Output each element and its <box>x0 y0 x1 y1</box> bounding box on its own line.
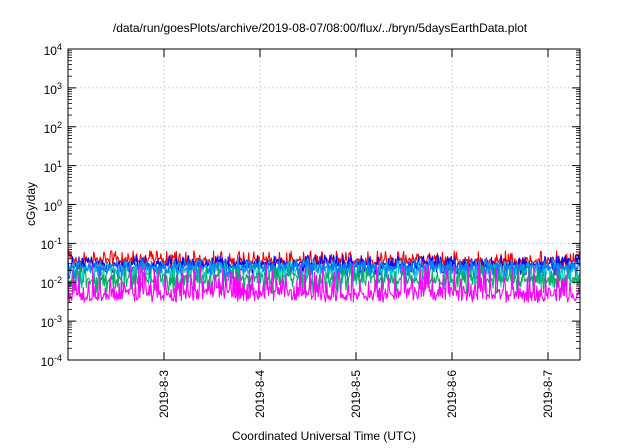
y-tick-label: 10-2 <box>40 275 62 292</box>
y-tick-label: 101 <box>43 158 62 175</box>
x-tick-label: 2019-8-6 <box>445 369 459 418</box>
y-tick-label: 102 <box>43 119 62 136</box>
y-tick-label: 10-4 <box>40 353 62 369</box>
chart-title: /data/run/goesPlots/archive/2019-08-07/0… <box>112 21 528 35</box>
grid-lines <box>68 49 580 360</box>
y-tick-label: 10-3 <box>40 314 62 331</box>
x-tick-label: 2019-8-7 <box>541 369 555 418</box>
series-group <box>67 250 581 304</box>
series-line-6 <box>67 263 581 304</box>
series-line-5 <box>67 266 581 295</box>
x-tick-label: 2019-8-4 <box>253 369 267 418</box>
y-tick-label: 10-1 <box>40 236 62 253</box>
y-tick-label: 100 <box>43 197 62 214</box>
y-tick-label: 104 <box>43 42 62 58</box>
x-tick-label: 2019-8-5 <box>349 369 363 418</box>
y-tick-label: 103 <box>43 80 62 97</box>
x-axis-label: Coordinated Universal Time (UTC) <box>231 429 417 443</box>
x-tick-label: 2019-8-3 <box>157 369 171 418</box>
y-axis-label: cGy/day <box>24 181 38 227</box>
plot-frame <box>67 48 581 361</box>
